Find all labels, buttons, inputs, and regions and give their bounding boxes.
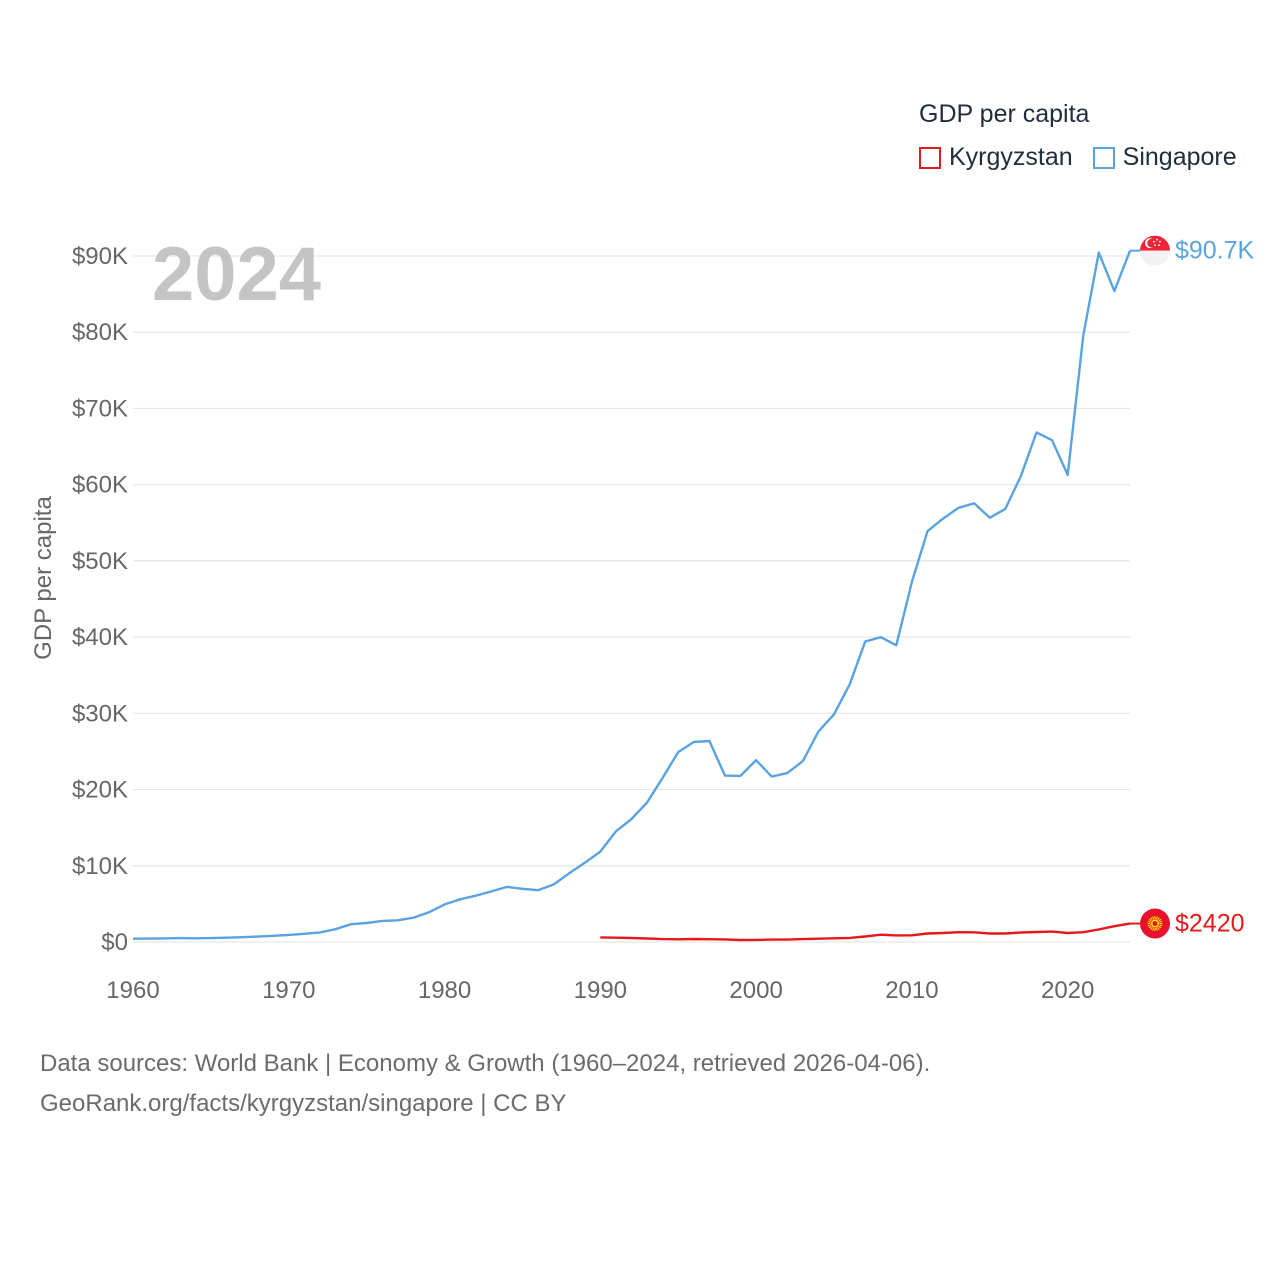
legend-swatch-kyrgyzstan [919,146,941,169]
x-tick-label: 2000 [729,977,782,1004]
source-line-2: GeoRank.org/facts/kyrgyzstan/singapore |… [40,1090,567,1117]
y-tick-label: $60K [72,472,128,499]
y-tick-labels: $0 $10K $20K $30K $40K $50K $60K $70K $80K $90K [72,243,128,956]
source-note: Data sources: World Bank | Economy & Gro… [40,1044,930,1124]
y-tick-label: $50K [72,548,128,575]
y-axis-label: GDP per capita [30,496,57,660]
x-tick-label: 1970 [262,977,315,1004]
x-tick-label: 1960 [106,977,159,1004]
end-label-kyrgyzstan: $2420 [1175,910,1245,938]
legend-title: GDP per capita [919,100,1090,128]
y-tick-label: $90K [72,243,128,270]
x-tick-label: 2010 [885,977,938,1004]
y-tick-label: $70K [72,395,128,422]
x-tick-labels: 1960 1970 1980 1990 2000 2010 2020 [106,977,1094,1004]
year-watermark: 2024 [152,232,321,317]
series-line-kyrgyzstan [600,922,1131,942]
y-tick-label: $40K [72,624,128,651]
series-line-singapore [132,250,1132,940]
x-tick-label: 1980 [418,977,471,1004]
y-tick-label: $30K [72,700,128,727]
singapore-flag-icon [1140,235,1170,266]
kyrgyzstan-flag-icon [1140,908,1170,939]
y-tick-label: $0 [101,929,128,956]
series-lines [132,250,1132,942]
y-tick-label: $10K [72,853,128,880]
x-tick-label: 1990 [574,977,627,1004]
end-label-singapore: $90.7K [1175,237,1255,265]
gridlines [133,255,1130,943]
y-tick-label: $80K [72,319,128,346]
legend-item-singapore[interactable]: Singapore [1092,143,1237,172]
y-tick-label: $20K [72,777,128,804]
legend-label-singapore: Singapore [1122,143,1237,171]
series-end-markers: $90.7K $2420 [1130,235,1255,939]
legend-item-kyrgyzstan[interactable]: Kyrgyzstan [919,143,1073,172]
legend-label-kyrgyzstan: Kyrgyzstan [949,143,1073,171]
x-tick-label: 2020 [1041,977,1094,1004]
legend: Kyrgyzstan Singapore [919,143,1257,172]
source-line-1: Data sources: World Bank | Economy & Gro… [40,1050,931,1077]
legend-swatch-singapore [1092,146,1115,169]
